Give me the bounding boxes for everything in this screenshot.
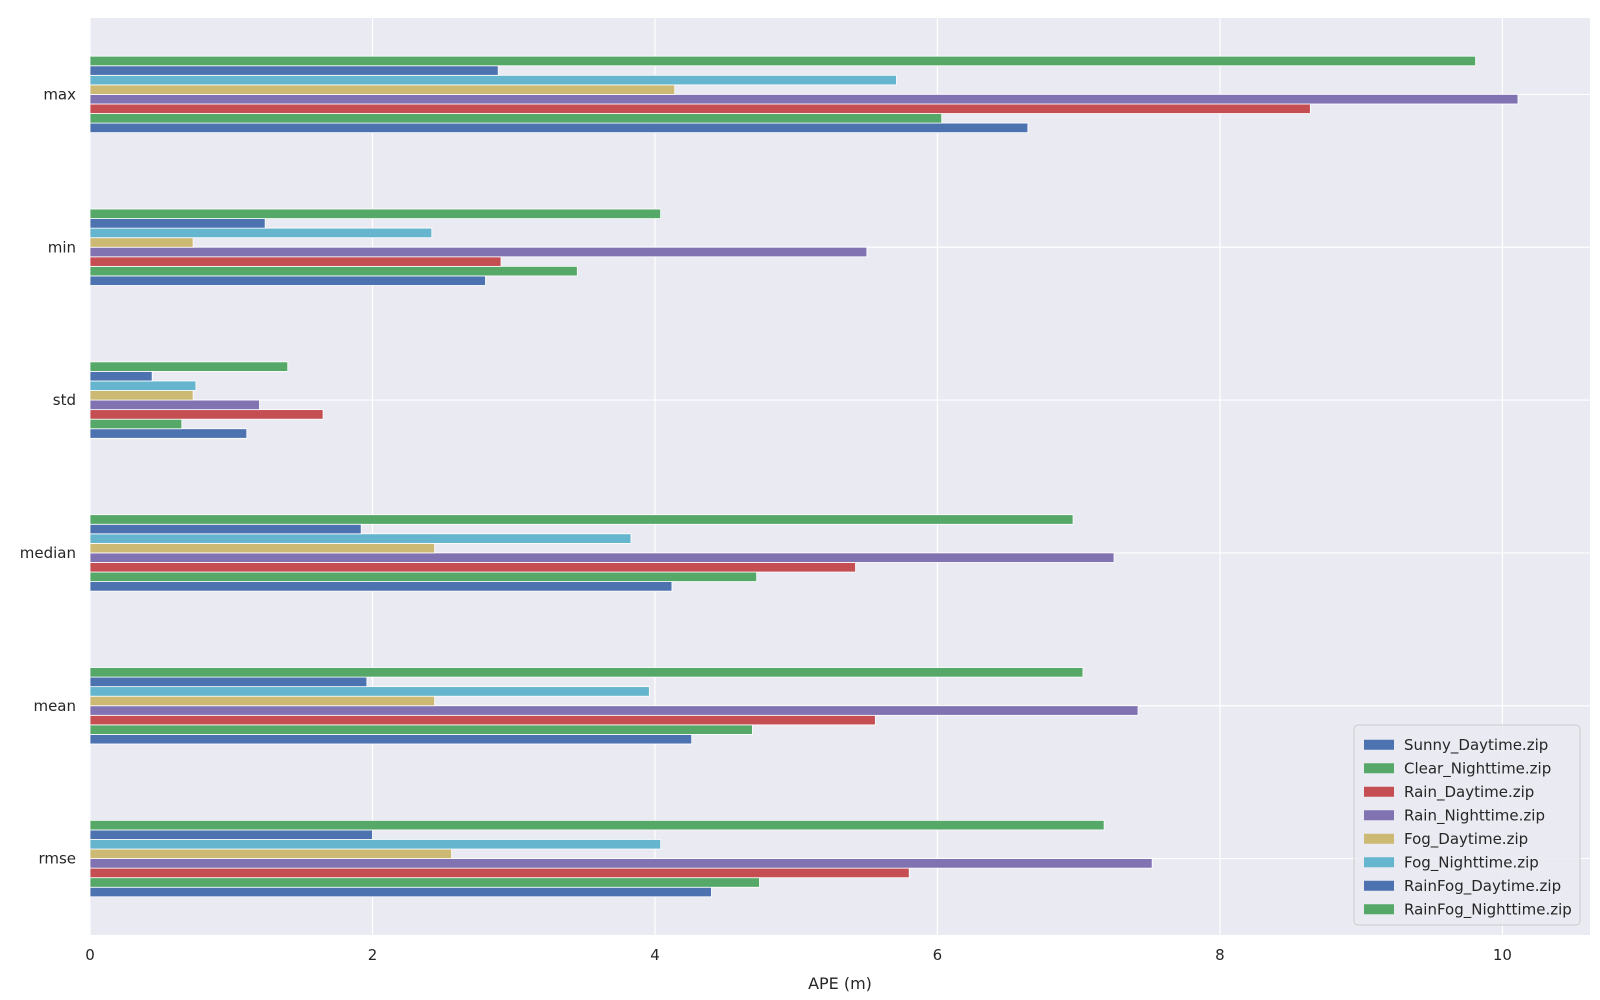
x-tick-label: 8 (1215, 946, 1225, 964)
x-axis-label: APE (m) (808, 974, 872, 993)
bar-min-fog-nighttime-zip (89, 227, 433, 239)
bar-std-rainfog-nighttime-zip (89, 361, 289, 372)
y-tick-label: max (43, 85, 76, 103)
bar-median-fog-daytime-zip (89, 542, 436, 554)
y-tick-label: median (20, 544, 76, 562)
bar-median-rain-daytime-zip (89, 562, 856, 573)
bar-mean-rain-nighttime-zip (89, 705, 1139, 716)
bar-mean-rainfog-nighttime-zip (89, 667, 1084, 678)
bar-min-rainfog-nighttime-zip (89, 208, 662, 219)
bar-std-rain-daytime-zip (89, 409, 324, 420)
legend-swatch (1364, 904, 1394, 915)
y-tick-label: mean (33, 697, 76, 715)
bar-max-sunny-daytime-zip (89, 122, 1029, 134)
bar-max-fog-nighttime-zip (89, 74, 897, 86)
bar-rmse-rainfog-nighttime-zip (89, 819, 1105, 831)
legend-frame (1353, 724, 1581, 926)
bar-min-sunny-daytime-zip (89, 275, 486, 286)
legend-entry: Clear_Nighttime.zip (1404, 759, 1551, 778)
legend-entry: Fog_Daytime.zip (1404, 830, 1528, 849)
legend-entry: Fog_Nighttime.zip (1404, 853, 1539, 872)
legend-entry: RainFog_Daytime.zip (1404, 877, 1561, 896)
bar-min-fog-daytime-zip (89, 237, 194, 248)
bar-rmse-fog-daytime-zip (89, 848, 452, 859)
bar-max-rainfog-nighttime-zip (89, 55, 1476, 67)
bar-mean-rainfog-daytime-zip (89, 676, 368, 688)
bar-min-clear-nighttime-zip (89, 265, 578, 277)
bar-std-fog-daytime-zip (89, 390, 194, 401)
bar-rmse-sunny-daytime-zip (89, 886, 712, 898)
bar-mean-rain-daytime-zip (89, 714, 876, 726)
x-tick-label: 10 (1493, 946, 1512, 964)
bar-rmse-rain-nighttime-zip (89, 858, 1153, 869)
y-tick-label: min (48, 238, 76, 256)
bar-median-sunny-daytime-zip (89, 581, 673, 592)
legend-entry: Sunny_Daytime.zip (1404, 736, 1548, 755)
legend-swatch (1364, 763, 1394, 774)
y-tick-label: rmse (38, 850, 76, 868)
bar-min-rainfog-daytime-zip (89, 218, 266, 229)
bar-rmse-fog-nighttime-zip (89, 839, 662, 850)
bar-max-clear-nighttime-zip (89, 113, 943, 124)
y-tick-label: std (53, 391, 76, 409)
legend-swatch (1364, 857, 1394, 868)
bar-std-rain-nighttime-zip (89, 399, 260, 411)
bar-median-clear-nighttime-zip (89, 571, 758, 582)
legend-entry: Rain_Daytime.zip (1404, 783, 1534, 802)
bar-median-rain-nighttime-zip (89, 552, 1115, 563)
bar-rmse-rainfog-daytime-zip (89, 829, 373, 840)
bar-max-rain-daytime-zip (89, 103, 1311, 114)
bar-max-rain-nighttime-zip (89, 94, 1519, 105)
bar-mean-fog-nighttime-zip (89, 686, 650, 697)
bar-std-clear-nighttime-zip (89, 418, 183, 430)
x-tick-label: 6 (933, 946, 943, 964)
legend-entry: RainFog_Nighttime.zip (1404, 900, 1572, 919)
bar-rmse-rain-daytime-zip (89, 867, 910, 879)
bar-median-fog-nighttime-zip (89, 533, 632, 544)
bars (89, 55, 1519, 898)
bar-min-rain-nighttime-zip (89, 246, 868, 258)
bar-mean-sunny-daytime-zip (89, 734, 693, 745)
x-tick-labels: 0 2 4 6 8 10 (85, 946, 1512, 964)
y-tick-labels: rmse mean median std min max (20, 85, 76, 867)
legend-swatch (1364, 786, 1394, 797)
bar-max-rainfog-daytime-zip (89, 65, 499, 76)
bar-min-rain-daytime-zip (89, 256, 502, 267)
legend-swatch (1364, 810, 1394, 821)
x-tick-label: 4 (650, 946, 660, 964)
bar-mean-fog-daytime-zip (89, 695, 436, 707)
legend: Sunny_Daytime.zip Clear_Nighttime.zip Rain… (1353, 724, 1581, 926)
bar-max-fog-daytime-zip (89, 84, 676, 95)
bar-median-rainfog-nighttime-zip (89, 514, 1074, 525)
legend-swatch (1364, 833, 1394, 844)
x-tick-label: 2 (368, 946, 378, 964)
legend-swatch (1364, 880, 1394, 891)
bar-mean-clear-nighttime-zip (89, 724, 753, 735)
bar-rmse-clear-nighttime-zip (89, 877, 760, 888)
bar-std-sunny-daytime-zip (89, 428, 248, 439)
legend-swatch (1364, 739, 1394, 750)
legend-entry: Rain_Nighttime.zip (1404, 806, 1545, 825)
plot-area (90, 18, 1590, 935)
bar-median-rainfog-daytime-zip (89, 523, 362, 535)
x-tick-label: 0 (85, 946, 95, 964)
bar-std-rainfog-daytime-zip (89, 371, 153, 382)
bar-std-fog-nighttime-zip (89, 380, 197, 391)
